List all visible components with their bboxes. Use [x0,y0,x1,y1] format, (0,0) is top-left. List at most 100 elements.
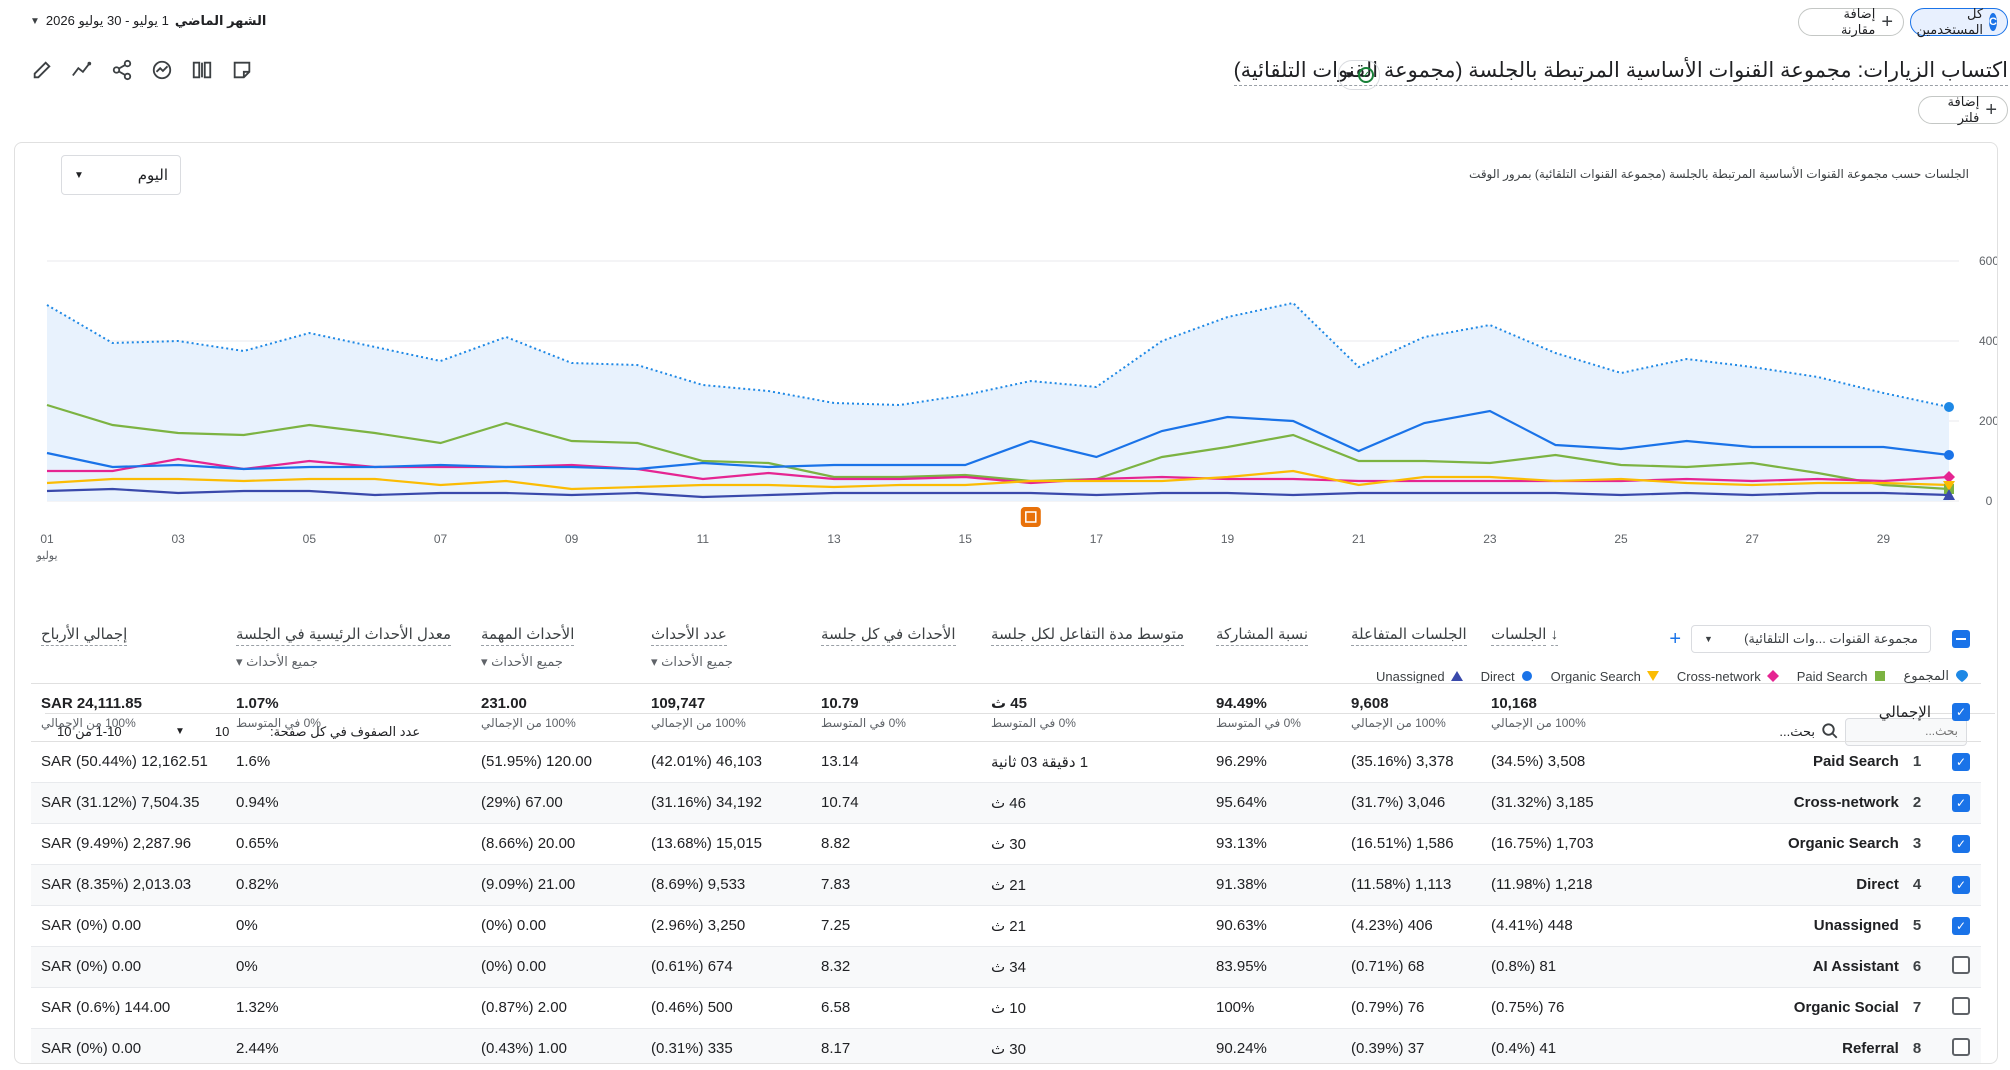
metric-cell: 500 (0.46%) [641,987,811,1029]
header-event-count-filter[interactable]: جميع الأحداث ▾ [651,654,733,669]
dimension-select[interactable]: مجموعة القنوات ...وات التلقائية) ▼ [1691,625,1931,653]
x-month-label: يوليو [35,550,57,562]
metric-cell: 0.94% [226,782,471,824]
x-tick-label: 01 [40,532,54,546]
header-total-revenue[interactable]: إجمالي الأرباح [31,613,226,683]
header-key-event-rate[interactable]: معدل الأحداث الرئيسية في الجلسة جميع الأح… [226,613,471,683]
indeterminate-checkbox-icon[interactable] [1952,630,1970,648]
checkbox-checked-icon[interactable]: ✓ [1952,752,1970,771]
date-range-picker[interactable]: الشهر الماضي 1 يوليو - 30 يوليو 2026 ▼ [30,13,266,29]
add-filter-button[interactable]: + إضافة فلتر [1918,94,2008,125]
table-row[interactable]: ✓ 3 Organic Search 1,703 (16.75%) 1,586 (16… [31,823,1981,865]
checkbox-checked-icon[interactable]: ✓ [1952,916,1970,935]
header-events-per-session[interactable]: الأحداث في كل جلسة [811,613,981,683]
metric-cell: 41 (0.4%) [1481,1028,1631,1063]
series-line-total [46,301,1950,408]
metric-cell: 6.58 [811,987,981,1029]
table-row[interactable]: ✓ 2 Cross-network 3,185 (31.32%) 3,046 (31.… [31,782,1981,824]
compare-icon[interactable] [148,56,176,84]
metric-cell: 1.32% [226,987,471,1029]
channel-name: Organic Social [1793,999,1899,1016]
checkbox-unchecked-icon[interactable] [1952,996,1970,1015]
row-number: 4 [1912,876,1922,893]
y-tick-label: 200 [1979,414,1997,428]
row-select[interactable]: ✓ [1941,864,1981,906]
note-icon[interactable] [228,56,256,84]
dimension-cell[interactable]: 6 AI Assistant [1631,946,1941,988]
insights-icon[interactable] [68,56,96,84]
header-key-events[interactable]: الأحداث المهمة جميع الأحداث ▾ [471,613,641,683]
header-key-event-rate-filter[interactable]: جميع الأحداث ▾ [236,654,318,669]
table-row[interactable]: 6 AI Assistant 81 (0.8%) 68 (0.71%) 83.95% 3… [31,946,1981,988]
add-comparison-button[interactable]: + إضافة مقارنة [1798,6,1904,37]
legend-item[interactable]: Organic Search [1551,668,1659,684]
dimension-cell[interactable]: 1 Paid Search [1631,741,1941,783]
metric-cell: 8.32 [811,946,981,988]
table-row[interactable]: ✓ 4 Direct 1,218 (11.98%) 1,113 (11.58%) 91.… [31,864,1981,906]
legend-item[interactable]: Paid Search [1797,668,1886,684]
share-icon[interactable] [108,56,136,84]
checkbox-checked-icon[interactable]: ✓ [1952,834,1970,853]
all-users-chip[interactable]: C كل المستخدمين [1910,6,2008,37]
row-select[interactable] [1941,1028,1981,1063]
legend-item[interactable]: Unassigned [1376,668,1463,684]
metric-cell: 21 ث [981,864,1206,906]
metric-cell: 1 دقيقة 03 ثانية [981,741,1206,783]
title-status[interactable]: ▼ ✓ [1338,60,1380,90]
granularity-select[interactable]: اليوم ▼ [61,155,181,195]
columns-icon[interactable] [188,56,216,84]
dimension-cell[interactable]: 7 Organic Social [1631,987,1941,1029]
legend-marker-total-icon [1955,669,1969,683]
row-select[interactable]: ✓ [1941,823,1981,865]
row-select[interactable]: ✓ [1941,741,1981,783]
metric-cell: 335 (0.31%) [641,1028,811,1063]
checkbox-unchecked-icon[interactable] [1952,955,1970,974]
row-select[interactable]: ✓ [1941,782,1981,824]
x-tick-label: 25 [1614,532,1628,546]
check-circle-icon: ▼ [1344,69,1354,81]
dimension-cell[interactable]: 4 Direct [1631,864,1941,906]
legend-item[interactable]: Cross-network [1677,668,1779,684]
metric-cell: 9,533 (8.69%) [641,864,811,906]
dimension-cell[interactable]: 8 Referral [1631,1028,1941,1063]
metric-cell: 37 (0.39%) [1341,1028,1481,1063]
dimension-cell[interactable]: 3 Organic Search [1631,823,1941,865]
header-key-events-filter[interactable]: جميع الأحداث ▾ [481,654,563,669]
edit-icon[interactable] [28,56,56,84]
add-comparison-label: إضافة مقارنة [1840,6,1876,37]
end-marker-unassigned [1943,489,1955,500]
metric-cell: 21 ث [981,905,1206,947]
dimension-cell[interactable]: 2 Cross-network [1631,782,1941,824]
select-all-header[interactable] [1941,613,1981,683]
checkbox-unchecked-icon[interactable] [1952,1037,1970,1056]
add-dimension-icon[interactable]: + [1669,628,1681,650]
header-sessions[interactable]: ↓ الجلسات [1481,613,1631,683]
row-select[interactable] [1941,946,1981,988]
dimension-cell[interactable]: 5 Unassigned [1631,905,1941,947]
total-label: الإجمالي [1631,683,1941,742]
header-event-count[interactable]: عدد الأحداث جميع الأحداث ▾ [641,613,811,683]
checkbox-checked-icon[interactable]: ✓ [1952,793,1970,812]
legend-item[interactable]: المجموع [1904,668,1969,684]
dimension-header[interactable]: مجموعة القنوات ...وات التلقائية) ▼ + [1631,613,1941,683]
metric-cell: 13.14 [811,741,981,783]
chevron-down-icon: ▼ [1704,634,1713,644]
metric-cell: 674 (0.61%) [641,946,811,988]
annotation-icon[interactable] [1020,507,1041,527]
header-avg-engagement[interactable]: متوسط مدة التفاعل لكل جلسة [981,613,1206,683]
report-card: اليوم ▼ الجلسات حسب مجموعة القنوات الأسا… [14,142,1998,1064]
chevron-down-icon: ▼ [74,169,84,181]
table-row[interactable]: ✓ 1 Paid Search 3,508 (34.5%) 3,378 (35.16%… [31,741,1981,783]
row-number: 2 [1912,794,1922,811]
total-checkbox[interactable]: ✓ [1952,703,1970,721]
table-row[interactable]: 7 Organic Social 76 (0.75%) 76 (0.79%) 100%… [31,987,1981,1029]
row-select[interactable]: ✓ [1941,905,1981,947]
metric-cell: 34,192 (31.16%) [641,782,811,824]
header-engagement-rate[interactable]: نسبة المشاركة [1206,613,1341,683]
legend-item[interactable]: Direct [1481,668,1533,684]
row-select[interactable] [1941,987,1981,1029]
table-row[interactable]: ✓ 5 Unassigned 448 (4.41%) 406 (4.23%) 90.63… [31,905,1981,947]
header-engaged-sessions[interactable]: الجلسات المتفاعلة [1341,613,1481,683]
checkbox-checked-icon[interactable]: ✓ [1952,875,1970,894]
